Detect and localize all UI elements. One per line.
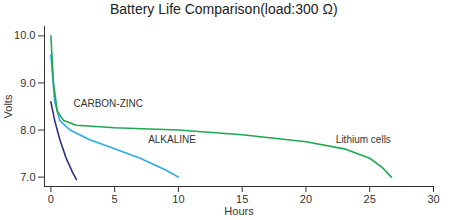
svg-text:CARBON-ZINC: CARBON-ZINC	[74, 98, 143, 109]
svg-text:8.0: 8.0	[20, 124, 35, 136]
svg-text:15: 15	[236, 193, 248, 205]
svg-text:10.0: 10.0	[14, 29, 35, 41]
svg-text:25: 25	[364, 193, 376, 205]
svg-text:0: 0	[48, 193, 54, 205]
svg-text:30: 30	[427, 193, 439, 205]
svg-text:Lithium cells: Lithium cells	[336, 134, 391, 145]
svg-text:7.0: 7.0	[20, 171, 35, 183]
svg-text:ALKALINE: ALKALINE	[148, 134, 196, 145]
svg-text:10: 10	[172, 193, 184, 205]
svg-text:Volts: Volts	[2, 94, 14, 118]
svg-text:20: 20	[300, 193, 312, 205]
html-text:Battery Life Comparison(load:3: Battery Life Comparison(load:300 Ω)	[110, 1, 338, 17]
svg-text:5: 5	[112, 193, 118, 205]
svg-text:9.0: 9.0	[20, 76, 35, 88]
svg-text:Hours: Hours	[224, 205, 254, 217]
